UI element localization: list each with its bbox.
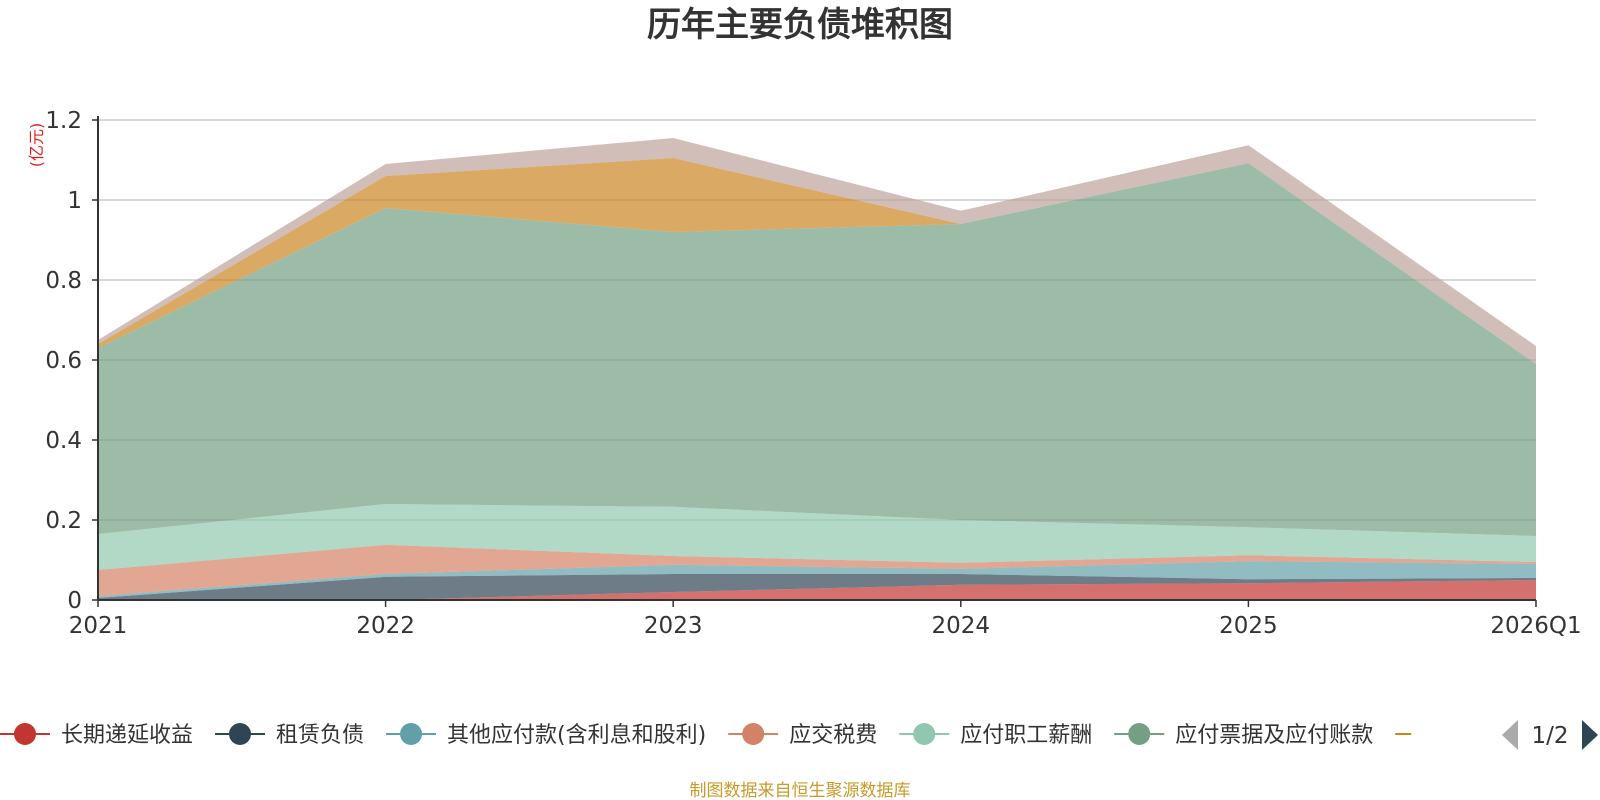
legend-marker-icon xyxy=(400,723,423,745)
area-长期递延收益[interactable] xyxy=(98,580,1536,600)
legend-page-label: 1/2 xyxy=(1531,723,1568,749)
y-tick-label: 1 xyxy=(67,188,82,214)
legend-pager: 1/2 xyxy=(1502,720,1598,750)
data-source: 制图数据来自恒生聚源数据库 xyxy=(690,781,911,800)
axes: 0 0.2 0.4 0.6 0.8 1 1.2 2021 2022 2023 2024 2025 202… xyxy=(45,108,1581,639)
y-tick-label: 0.8 xyxy=(45,268,82,294)
legend-label: 租赁负债 xyxy=(276,723,364,748)
area-其他[interactable] xyxy=(98,138,1536,364)
legend-item[interactable]: 其他应付款(含利息和股利) xyxy=(386,723,706,748)
legend-marker-icon xyxy=(14,723,36,745)
legend-marker-icon xyxy=(229,723,252,745)
x-tick-label: 2023 xyxy=(644,613,703,639)
y-tick-label: 0 xyxy=(67,588,82,614)
legend-label: 应付票据及应付账款 xyxy=(1175,723,1373,748)
y-tick-label: 1.2 xyxy=(45,108,82,134)
y-axis-unit: (亿元) xyxy=(27,123,46,168)
legend-prev-icon[interactable] xyxy=(1502,720,1518,750)
y-tick-label: 0.6 xyxy=(45,348,82,374)
area-应付职工薪酬[interactable] xyxy=(98,504,1536,570)
legend-next-icon[interactable] xyxy=(1582,720,1598,750)
legend-marker-icon xyxy=(1128,723,1151,745)
legend-label: 其他应付款(含利息和股利) xyxy=(447,723,706,748)
x-tick-label: 2024 xyxy=(932,613,991,639)
area-租赁负债[interactable] xyxy=(98,574,1536,600)
legend-item[interactable]: 应付票据及应付账款 xyxy=(1114,723,1373,748)
x-tick-label: 2021 xyxy=(69,613,128,639)
legend-label: 应付职工薪酬 xyxy=(960,723,1092,748)
legend-label: 长期递延收益 xyxy=(61,723,193,748)
legend-marker-icon xyxy=(913,723,936,745)
area-应付票据及应付账款[interactable] xyxy=(98,163,1536,536)
area-应交税费[interactable] xyxy=(98,544,1536,596)
legend-item[interactable]: 租赁负债 xyxy=(215,723,364,748)
legend-item[interactable]: 应付职工薪酬 xyxy=(899,723,1092,748)
area-series xyxy=(98,138,1536,600)
legend: 长期递延收益 租赁负债 其他应付款(含利息和股利) 应交税费 应付职工薪酬 应付票据及应付… xyxy=(0,723,1412,748)
area-其他应付款(含利息和股利)[interactable] xyxy=(98,561,1536,598)
legend-marker-icon xyxy=(742,723,765,745)
chart-title: 历年主要负债堆积图 xyxy=(647,5,953,45)
x-tick-label: 2022 xyxy=(356,613,415,639)
x-tick-label: 2025 xyxy=(1219,613,1278,639)
y-tick-label: 0.4 xyxy=(45,428,82,454)
legend-item[interactable]: 长期递延收益 xyxy=(0,723,193,748)
x-tick-label: 2026Q1 xyxy=(1490,613,1581,639)
legend-item[interactable]: 应交税费 xyxy=(728,723,877,748)
area-合同负债[interactable] xyxy=(98,158,1536,364)
y-tick-label: 0.2 xyxy=(45,508,82,534)
legend-label: 应交税费 xyxy=(789,723,877,748)
